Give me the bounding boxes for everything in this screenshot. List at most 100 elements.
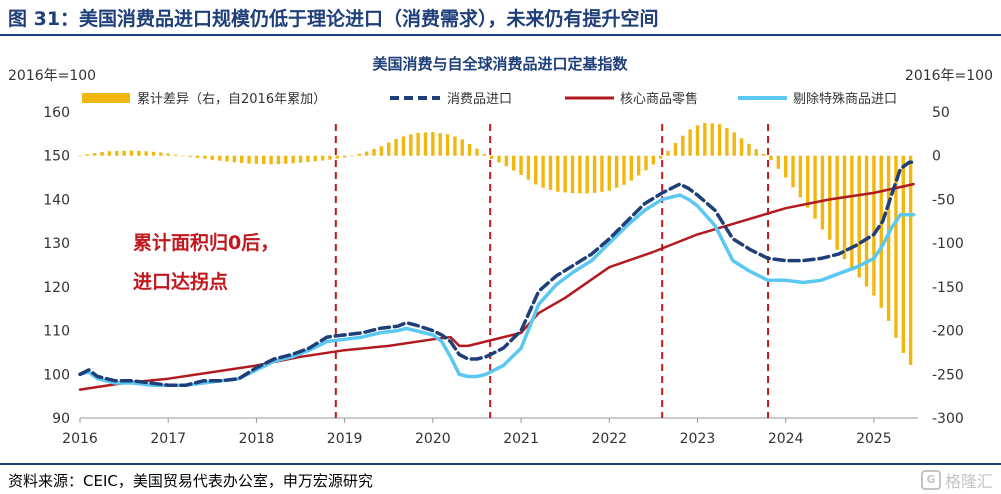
diff-bar-25 bbox=[262, 155, 266, 165]
right-axis-unit: 2016年=100 bbox=[905, 68, 993, 84]
inflection-markers bbox=[334, 124, 770, 418]
diff-bar-67 bbox=[570, 155, 575, 194]
x-tick-6: 2022 bbox=[591, 431, 627, 447]
watermark-text: 格隆汇 bbox=[944, 472, 993, 491]
diff-bar-91 bbox=[747, 143, 751, 156]
diff-bar-13 bbox=[173, 154, 178, 156]
diff-bar-98 bbox=[798, 155, 803, 198]
diff-bar-94 bbox=[769, 155, 773, 161]
right-tick-3: -150 bbox=[932, 280, 964, 296]
diff-bar-53 bbox=[467, 143, 472, 156]
x-tick-2: 2018 bbox=[239, 431, 275, 447]
diff-bar-31 bbox=[306, 155, 310, 162]
diff-bar-14 bbox=[181, 155, 185, 157]
diff-bar-58 bbox=[504, 155, 509, 167]
diff-bar-7 bbox=[129, 150, 134, 156]
diff-bar-55 bbox=[482, 154, 486, 156]
diff-bar-75 bbox=[629, 155, 634, 181]
left-tick-5: 140 bbox=[43, 192, 70, 208]
diff-bar-87 bbox=[717, 124, 722, 156]
left-tick-0: 90 bbox=[52, 411, 70, 427]
diff-bar-41 bbox=[379, 146, 384, 156]
diff-bar-19 bbox=[217, 155, 222, 161]
right-tick-7: 50 bbox=[932, 105, 950, 121]
diff-bar-112 bbox=[901, 155, 905, 353]
legend-label-adjusted: 剔除特殊商品进口 bbox=[793, 92, 897, 107]
diff-bar-102 bbox=[828, 155, 832, 240]
diff-bar-73 bbox=[614, 155, 619, 188]
diff-bar-76 bbox=[636, 155, 641, 176]
diff-bar-100 bbox=[813, 155, 817, 219]
diff-bar-84 bbox=[695, 125, 700, 156]
diff-bar-83 bbox=[688, 129, 692, 156]
diff-bar-0 bbox=[78, 155, 82, 157]
diff-bar-2 bbox=[93, 153, 97, 156]
x-axis-ticks: 2016 2017 2018 2019 2020 2021 2022 2023 2024 2025 bbox=[62, 418, 892, 447]
diff-bar-99 bbox=[806, 155, 810, 208]
x-tick-7: 2023 bbox=[680, 431, 716, 447]
diff-bar-46 bbox=[416, 132, 420, 156]
diff-bar-12 bbox=[166, 153, 170, 156]
diff-bar-95 bbox=[776, 155, 781, 169]
diff-bar-92 bbox=[754, 149, 758, 156]
left-axis-ticks: 90 100 110 120 130 140 150 160 bbox=[43, 105, 70, 427]
diff-bar-6 bbox=[122, 150, 126, 156]
diff-bar-42 bbox=[387, 142, 391, 156]
x-tick-4: 2020 bbox=[415, 431, 451, 447]
diff-bar-70 bbox=[592, 155, 597, 193]
diff-bar-38 bbox=[357, 153, 362, 156]
diff-bar-69 bbox=[585, 155, 589, 194]
right-axis-ticks: -300 -250 -200 -150 -100 -50 0 50 bbox=[932, 105, 964, 427]
diff-bar-49 bbox=[438, 133, 442, 156]
left-tick-7: 160 bbox=[43, 105, 70, 121]
diff-bar-28 bbox=[284, 155, 288, 164]
diff-bar-39 bbox=[364, 151, 369, 156]
legend-label-retail: 核心商品零售 bbox=[620, 91, 698, 107]
diff-bar-108 bbox=[872, 155, 876, 296]
consumer-import-line bbox=[78, 160, 916, 387]
diff-bar-109 bbox=[879, 155, 883, 308]
diff-bar-9 bbox=[144, 151, 148, 156]
diff-bar-103 bbox=[835, 155, 839, 250]
diff-bar-80 bbox=[666, 151, 670, 156]
diff-bar-61 bbox=[526, 155, 531, 180]
diff-bar-45 bbox=[409, 134, 413, 156]
diff-bar-36 bbox=[342, 155, 347, 158]
diff-bar-26 bbox=[269, 155, 273, 165]
x-tick-5: 2021 bbox=[503, 431, 539, 447]
diff-bar-86 bbox=[710, 123, 714, 156]
diff-bar-113 bbox=[908, 155, 913, 366]
diff-bar-40 bbox=[372, 149, 376, 156]
diff-bar-15 bbox=[188, 155, 192, 157]
right-tick-6: 0 bbox=[932, 149, 941, 165]
diff-bar-34 bbox=[328, 155, 332, 160]
diff-bar-105 bbox=[850, 155, 854, 269]
left-tick-3: 120 bbox=[43, 280, 70, 296]
core-goods-retail-line bbox=[78, 182, 915, 391]
diff-bar-104 bbox=[842, 155, 847, 260]
diff-bar-107 bbox=[864, 155, 869, 287]
diff-bar-35 bbox=[335, 155, 339, 159]
diff-bar-17 bbox=[203, 155, 207, 159]
annotation-line-2: 进口达拐点 bbox=[133, 270, 228, 293]
right-tick-0: -300 bbox=[932, 411, 964, 427]
diff-bar-57 bbox=[497, 155, 501, 163]
diff-bar-72 bbox=[607, 155, 611, 191]
left-tick-6: 150 bbox=[43, 149, 70, 165]
left-tick-2: 110 bbox=[43, 324, 70, 340]
diff-bar-74 bbox=[622, 155, 626, 185]
diff-bar-27 bbox=[276, 155, 281, 165]
diff-bar-71 bbox=[600, 155, 604, 192]
diff-bar-11 bbox=[159, 152, 163, 156]
diff-bar-29 bbox=[291, 155, 295, 164]
watermark: G 格隆汇 bbox=[920, 468, 993, 492]
diff-bar-88 bbox=[725, 128, 729, 156]
diff-bar-110 bbox=[886, 155, 891, 321]
diff-bar-59 bbox=[512, 155, 516, 171]
right-tick-4: -100 bbox=[932, 236, 964, 252]
diff-bar-56 bbox=[489, 155, 494, 160]
cumulative-diff-bars bbox=[78, 122, 913, 366]
left-tick-4: 130 bbox=[43, 236, 70, 252]
diff-bar-5 bbox=[115, 151, 119, 156]
